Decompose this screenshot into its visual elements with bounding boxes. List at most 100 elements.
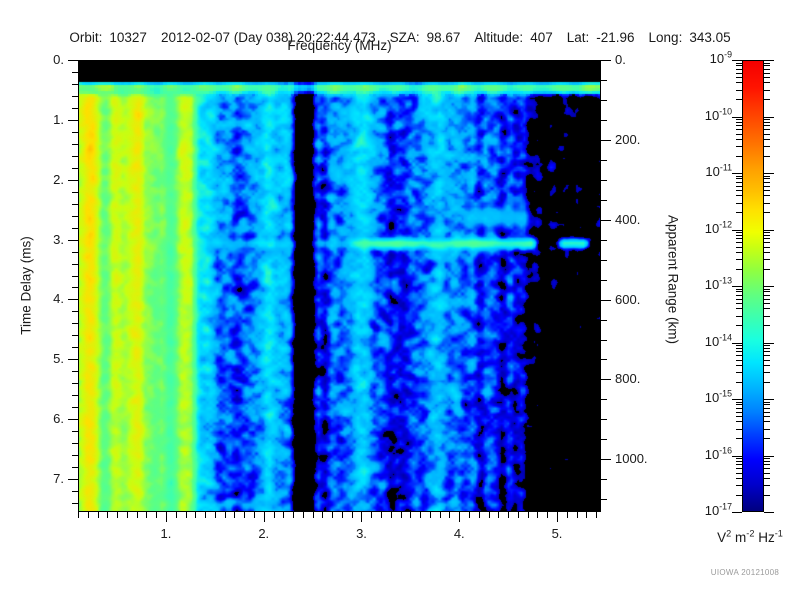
colorbar-minor-tick xyxy=(736,372,742,373)
apparent-range-axis-title: Apparent Range (km) xyxy=(665,214,681,345)
frequency-axis-minor-tick xyxy=(195,512,196,518)
time-axis-major-tick xyxy=(68,479,78,480)
frequency-axis-major-tick xyxy=(557,512,558,522)
frequency-axis-minor-tick xyxy=(107,512,108,518)
frequency-axis-minor-tick xyxy=(117,512,118,518)
range-axis-minor-tick xyxy=(601,419,607,420)
colorbar-minor-tick xyxy=(764,82,770,83)
colorbar-tick-label: 10-16 xyxy=(705,445,732,462)
colorbar-minor-tick xyxy=(736,382,742,383)
colorbar-minor-tick xyxy=(736,464,742,465)
time-axis-major-tick xyxy=(68,240,78,241)
colorbar-tick-mantissa: 10 xyxy=(704,107,720,123)
frequency-axis-minor-tick xyxy=(528,512,529,518)
time-axis-minor-tick xyxy=(72,347,78,348)
colorbar-minor-tick xyxy=(736,119,742,120)
colorbar-tick-right xyxy=(764,117,774,118)
colorbar-tick-label: 10-12 xyxy=(705,220,732,236)
colorbar-tick-mantissa: 10 xyxy=(704,277,720,292)
colorbar-minor-tick xyxy=(764,195,770,196)
frequency-axis-minor-tick xyxy=(146,512,147,518)
range-axis-major-tick xyxy=(601,379,611,380)
time-axis-minor-tick xyxy=(72,407,78,408)
time-axis-minor-tick xyxy=(72,108,78,109)
sza-label: SZA: xyxy=(389,30,420,45)
colorbar-minor-tick xyxy=(764,77,770,78)
colorbar-unit-hz: Hz xyxy=(754,530,775,545)
colorbar-minor-tick xyxy=(764,458,770,459)
colorbar-minor-tick xyxy=(736,404,742,405)
time-delay-axis: 0. 1. 2. 3. 4. 5. 6. 7. xyxy=(0,0,78,600)
colorbar-minor-tick xyxy=(736,190,742,191)
colorbar-minor-tick xyxy=(736,90,742,91)
colorbar-tick-right xyxy=(764,60,774,61)
frequency-axis-tick-label: 5. xyxy=(551,526,563,541)
colorbar-minor-tick xyxy=(764,416,770,417)
colorbar-unit-v-exp: 2 xyxy=(726,528,732,539)
time-axis-minor-tick xyxy=(72,383,78,384)
colorbar-minor-tick xyxy=(764,203,770,204)
frequency-axis-minor-tick xyxy=(98,512,99,518)
colorbar-minor-tick xyxy=(764,412,770,413)
time-axis-minor-tick xyxy=(72,335,78,336)
colorbar-minor-tick xyxy=(764,351,770,352)
colorbar-minor-tick xyxy=(764,178,770,179)
time-axis-minor-tick xyxy=(72,395,78,396)
frequency-axis-minor-tick xyxy=(342,512,343,518)
colorbar-tick-mantissa: 10 xyxy=(709,51,725,66)
time-axis-minor-tick xyxy=(72,455,78,456)
range-axis-tick-label: 400. xyxy=(615,211,641,227)
colorbar-tick-exponent: -16 xyxy=(719,445,732,456)
time-axis-minor-tick xyxy=(72,144,78,145)
colorbar-minor-tick xyxy=(764,69,770,70)
frequency-axis-minor-tick xyxy=(547,512,548,518)
colorbar-minor-tick xyxy=(736,299,742,300)
colorbar-minor-tick xyxy=(764,464,770,465)
colorbar-minor-tick xyxy=(764,404,770,405)
range-axis-minor-tick xyxy=(601,340,607,341)
time-axis-tick-label: 6. xyxy=(53,411,64,427)
colorbar-minor-tick xyxy=(764,235,770,236)
frequency-axis-minor-tick xyxy=(391,512,392,518)
colorbar-minor-tick xyxy=(764,139,770,140)
colorbar-minor-tick xyxy=(764,438,770,439)
colorbar-minor-tick xyxy=(764,99,770,100)
frequency-axis-minor-tick xyxy=(508,512,509,518)
time-axis-tick-label: 1. xyxy=(53,111,64,127)
datetime-value: 2012-02-07 (Day 038) 20:22:44.473 xyxy=(160,30,376,45)
colorbar-minor-tick xyxy=(736,156,742,157)
colorbar-minor-tick xyxy=(736,458,742,459)
colorbar-minor-tick xyxy=(736,63,742,64)
altitude-label: Altitude: xyxy=(474,30,524,45)
colorbar-minor-tick xyxy=(736,408,742,409)
colorbar-minor-tick xyxy=(736,291,742,292)
colorbar-minor-tick xyxy=(736,125,742,126)
range-axis-minor-tick xyxy=(601,439,607,440)
range-axis-tick-label: 800. xyxy=(615,371,641,387)
colorbar-minor-tick xyxy=(736,139,742,140)
frequency-axis-minor-tick xyxy=(205,512,206,518)
colorbar-minor-tick xyxy=(764,182,770,183)
colorbar-minor-tick xyxy=(736,232,742,233)
range-axis-tick-label: 1000. xyxy=(615,451,648,467)
time-axis-minor-tick xyxy=(72,204,78,205)
time-axis-minor-tick xyxy=(72,443,78,444)
colorbar-tick-label: 10-17 xyxy=(705,502,732,518)
colorbar-minor-tick xyxy=(764,365,770,366)
time-axis-minor-tick xyxy=(72,252,78,253)
colorbar-minor-tick xyxy=(764,429,770,430)
colorbar-minor-tick xyxy=(736,73,742,74)
time-axis-minor-tick xyxy=(72,192,78,193)
frequency-axis-minor-tick xyxy=(137,512,138,518)
frequency-axis-major-tick xyxy=(166,512,167,522)
colorbar-minor-tick xyxy=(764,355,770,356)
range-axis-minor-tick xyxy=(601,200,607,201)
frequency-axis-minor-tick xyxy=(254,512,255,518)
colorbar-minor-tick xyxy=(736,269,742,270)
range-axis-minor-tick xyxy=(601,260,607,261)
colorbar-unit-m: m xyxy=(731,530,747,545)
colorbar-minor-tick xyxy=(736,77,742,78)
colorbar-minor-tick xyxy=(764,186,770,187)
colorbar-minor-tick xyxy=(736,345,742,346)
time-axis-minor-tick xyxy=(72,311,78,312)
